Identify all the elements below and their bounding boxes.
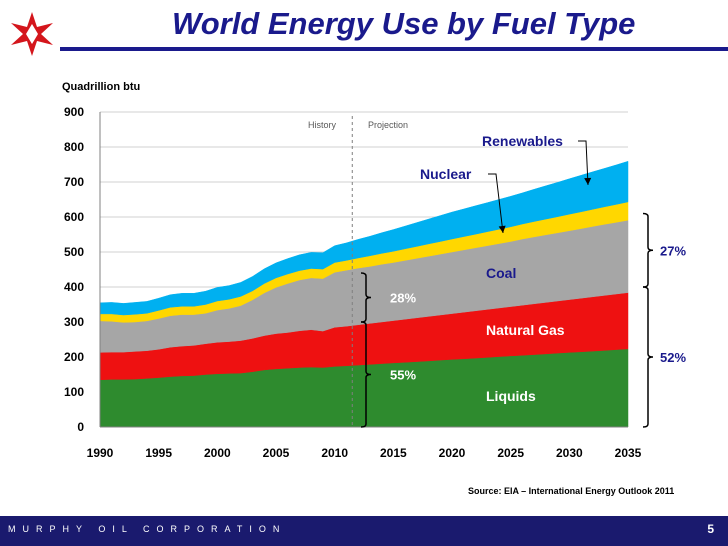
coal-area-label: Coal: [486, 265, 516, 281]
bracket-2035-1: [642, 286, 654, 428]
y-tick-label-600: 600: [64, 210, 84, 224]
page-number: 5: [707, 522, 714, 536]
x-tick-label-1990: 1990: [87, 446, 114, 460]
energy-area-chart: 0 100 200 300 400 500 600 700 800 900 1990 1995 200…: [62, 81, 686, 496]
nuclear-callout-arrowhead: [498, 225, 506, 233]
y-tick-label-900: 900: [64, 105, 84, 119]
company-logo-icon: [11, 12, 53, 56]
area-layers: [99, 160, 629, 428]
projection-label: Projection: [368, 120, 408, 130]
bracket-2011-1: [360, 321, 372, 428]
y-tick-label-300: 300: [64, 315, 84, 329]
liquids-area-label: Liquids: [486, 388, 536, 404]
y-tick-label-200: 200: [64, 350, 84, 364]
area-renewables: [99, 160, 629, 316]
slide-title: World Energy Use by Fuel Type: [172, 6, 636, 41]
nuclear-callout-label: Nuclear: [420, 166, 472, 182]
x-tick-label-2020: 2020: [439, 446, 466, 460]
x-tick-label-2025: 2025: [497, 446, 524, 460]
share-2011-label-1: 55%: [390, 368, 416, 383]
x-tick-label-1995: 1995: [145, 446, 172, 460]
y-tick-label-500: 500: [64, 245, 84, 259]
bracket-2011-0: [360, 272, 372, 323]
title-underline: [60, 47, 728, 51]
x-tick-label-2015: 2015: [380, 446, 407, 460]
footer-company-name: MURPHY OIL CORPORATION: [8, 524, 287, 534]
y-tick-label-800: 800: [64, 140, 84, 154]
y-tick-label-100: 100: [64, 385, 84, 399]
bracket-2035-0: [642, 212, 654, 288]
share-brackets: 28% 55% 27% 52%: [360, 212, 686, 428]
x-tick-labels: 1990 1995 2000 2005 2010 2015 2020 2025 2030 2035: [87, 446, 642, 460]
share-2011-label-0: 28%: [390, 291, 416, 306]
y-tick-label-400: 400: [64, 280, 84, 294]
x-tick-label-2000: 2000: [204, 446, 231, 460]
share-2035-label-1: 52%: [660, 350, 686, 365]
series-callouts: [488, 140, 592, 234]
renewables-callout-label: Renewables: [482, 133, 563, 149]
x-tick-label-2005: 2005: [263, 446, 290, 460]
renewables-callout-line: [578, 140, 589, 186]
x-tick-label-2030: 2030: [556, 446, 583, 460]
nuclear-callout-line: [488, 173, 504, 234]
footer-bar: MURPHY OIL CORPORATION 5: [0, 516, 728, 546]
x-tick-label-2010: 2010: [321, 446, 348, 460]
source-note: Source: EIA – International Energy Outlo…: [468, 486, 674, 496]
y-axis-label: Quadrillion btu: [62, 81, 140, 93]
x-tick-label-2035: 2035: [615, 446, 642, 460]
y-tick-label-700: 700: [64, 175, 84, 189]
renewables-callout-arrowhead: [584, 177, 592, 185]
history-label: History: [308, 120, 337, 130]
y-tick-labels: 0 100 200 300 400 500 600 700 800 900: [64, 105, 84, 434]
y-tick-label-0: 0: [77, 420, 84, 434]
share-2035-label-0: 27%: [660, 243, 686, 258]
natural-gas-area-label: Natural Gas: [486, 322, 565, 338]
